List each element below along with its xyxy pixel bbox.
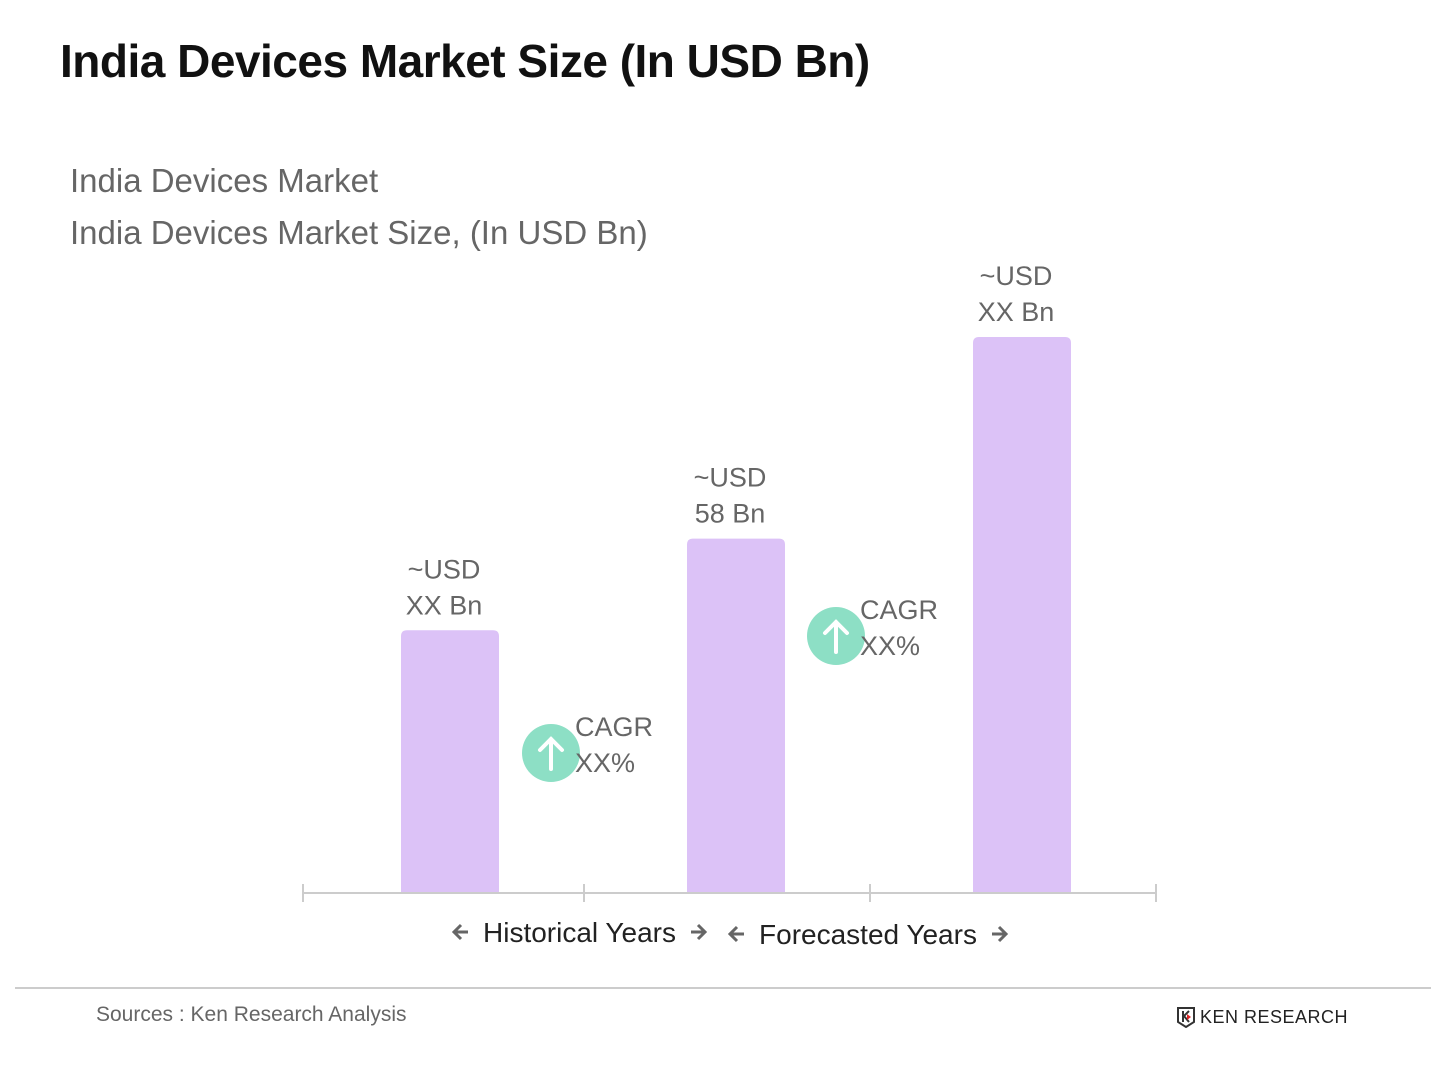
arrow-right-icon bbox=[691, 923, 708, 941]
arrow-left-icon bbox=[727, 925, 744, 943]
source-note: Sources : Ken Research Analysis bbox=[96, 1003, 407, 1026]
chart-subtitle: India Devices Market Size, (In USD Bn) bbox=[70, 214, 648, 251]
cagr-label: XX% bbox=[860, 631, 920, 661]
period-label: Forecasted Years bbox=[759, 919, 977, 950]
page-title: India Devices Market Size (In USD Bn) bbox=[60, 35, 870, 87]
bar bbox=[401, 630, 499, 893]
data-label: ~USD bbox=[980, 261, 1053, 291]
period-label: Historical Years bbox=[483, 917, 676, 948]
bar-chart: ~USD XX Bn ~USD 58 Bn ~USD XX Bn CAGR XX% CAGR XX… bbox=[302, 261, 1157, 950]
data-label: XX Bn bbox=[978, 297, 1055, 327]
data-label: XX Bn bbox=[406, 590, 483, 620]
arrow-up-glyph bbox=[538, 736, 564, 771]
data-label: 58 Bn bbox=[695, 499, 766, 529]
data-label: ~USD bbox=[408, 554, 481, 584]
ken-logo-icon bbox=[1177, 1007, 1195, 1028]
cagr-annotation: CAGR XX% bbox=[807, 595, 938, 665]
bar bbox=[973, 337, 1071, 893]
cagr-label: CAGR bbox=[575, 712, 653, 742]
cagr-annotation: CAGR XX% bbox=[522, 712, 653, 782]
data-label: ~USD bbox=[694, 463, 767, 493]
footer-divider bbox=[15, 987, 1431, 989]
cagr-label: CAGR bbox=[860, 595, 938, 625]
ken-research-logo: KEN RESEARCH bbox=[1176, 1006, 1348, 1028]
cagr-label: XX% bbox=[575, 748, 635, 778]
arrow-up-glyph bbox=[823, 619, 849, 654]
logo-text: KEN RESEARCH bbox=[1200, 1006, 1349, 1027]
chart-title: India Devices Market bbox=[70, 162, 379, 199]
bar bbox=[687, 538, 785, 893]
arrow-right-icon bbox=[992, 925, 1009, 943]
arrow-left-icon bbox=[451, 923, 468, 941]
